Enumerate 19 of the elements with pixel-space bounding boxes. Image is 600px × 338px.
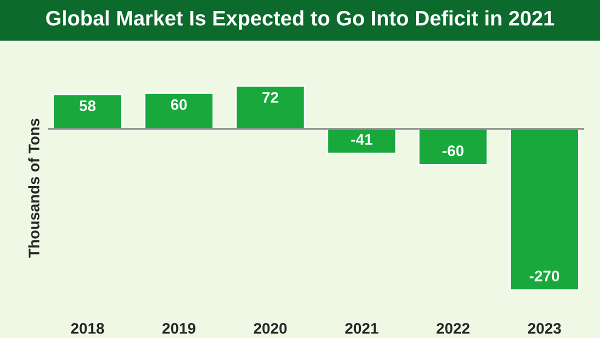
data-label: -270 <box>530 270 560 282</box>
data-label: -41 <box>351 134 372 145</box>
data-label: 60 <box>170 99 187 110</box>
bar <box>510 128 580 291</box>
data-label: 58 <box>80 100 96 112</box>
data-label: 72 <box>262 92 278 103</box>
x-tick-label: 2023 <box>528 322 561 334</box>
x-tick-label: 2020 <box>254 322 287 334</box>
bar <box>52 94 122 130</box>
x-tick-label: 2019 <box>162 322 196 334</box>
chart-title: Global Market Is Expected to Go Into Deficit in 2021 <box>46 10 554 30</box>
data-label: -60 <box>442 145 464 156</box>
x-tick-label: 2018 <box>71 322 104 334</box>
bar <box>418 128 488 166</box>
bar <box>235 85 306 130</box>
bar <box>144 92 214 130</box>
x-tick-label: 2022 <box>436 322 470 334</box>
x-tick-label: 2021 <box>345 322 378 334</box>
y-axis-title: Thousands of Tons <box>28 118 40 258</box>
